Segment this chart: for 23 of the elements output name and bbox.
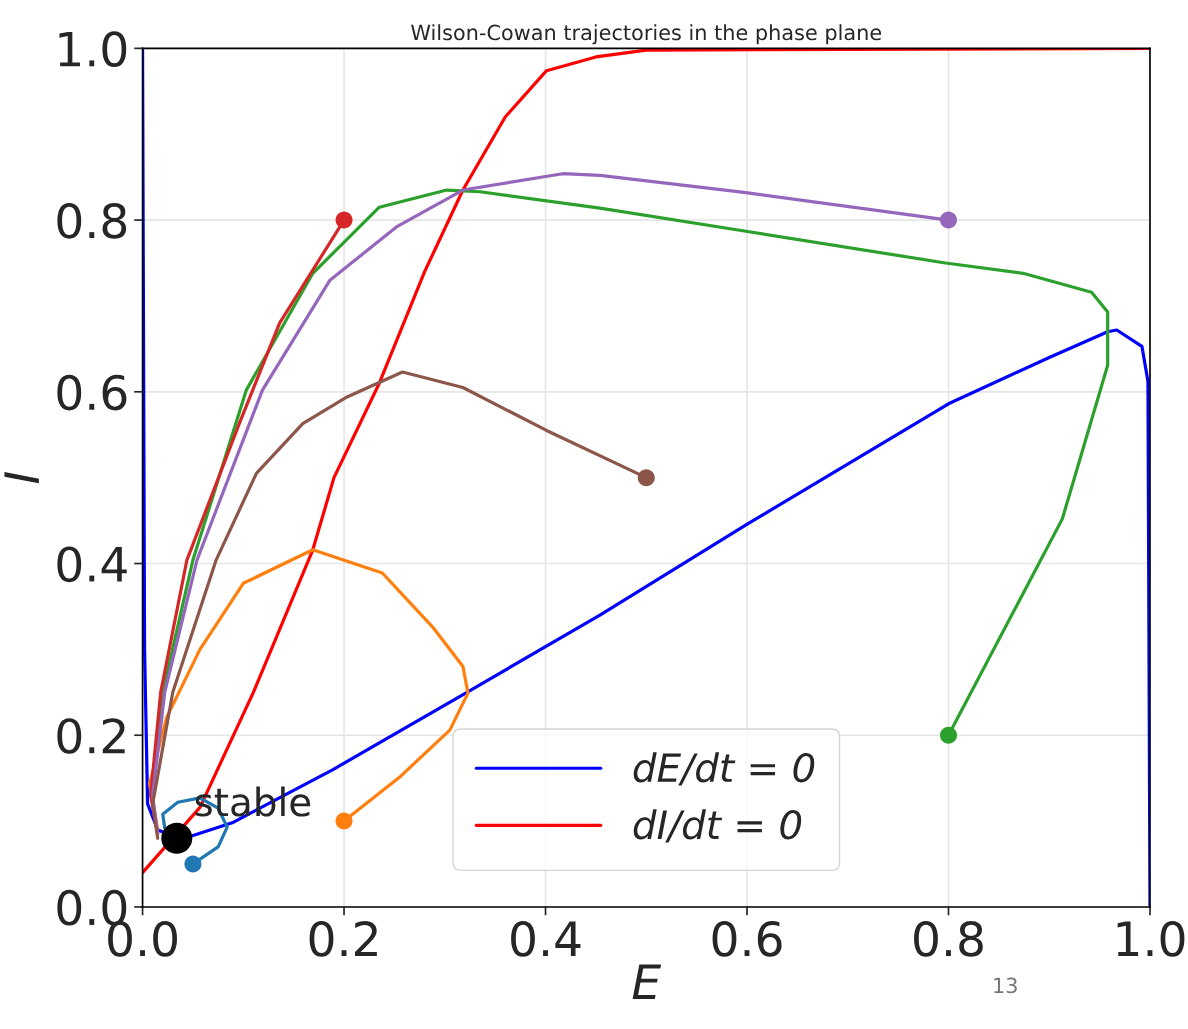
x-tick-label: 0.8 <box>914 920 983 957</box>
y-tick-label: 0.4 <box>57 546 127 583</box>
x-tick-label: 1.0 <box>1117 920 1185 957</box>
legend-label: dE/dt = 0 <box>633 752 815 786</box>
y-tick-label: 0.6 <box>57 374 127 411</box>
chart-title: Wilson-Cowan trajectories in the phase plane <box>411 24 882 45</box>
y-tick-label: 0.2 <box>57 718 125 754</box>
x-tick-label: 0.2 <box>309 920 377 957</box>
x-axis-title: E <box>632 964 662 999</box>
x-tick-label: 0.6 <box>712 920 782 957</box>
y-axis-title: I <box>4 471 39 484</box>
point <box>335 211 353 229</box>
legend-label: dI/dt = 0 <box>633 809 802 843</box>
point <box>637 469 655 487</box>
point <box>939 211 957 229</box>
point <box>161 822 193 854</box>
point <box>335 812 353 830</box>
point <box>939 726 957 744</box>
y-tick-label: 1.0 <box>59 31 127 67</box>
y-tick-label: 0.8 <box>57 202 127 239</box>
x-tick-label: 0.4 <box>511 920 581 957</box>
point <box>184 855 202 873</box>
text: 13 <box>994 977 1017 994</box>
